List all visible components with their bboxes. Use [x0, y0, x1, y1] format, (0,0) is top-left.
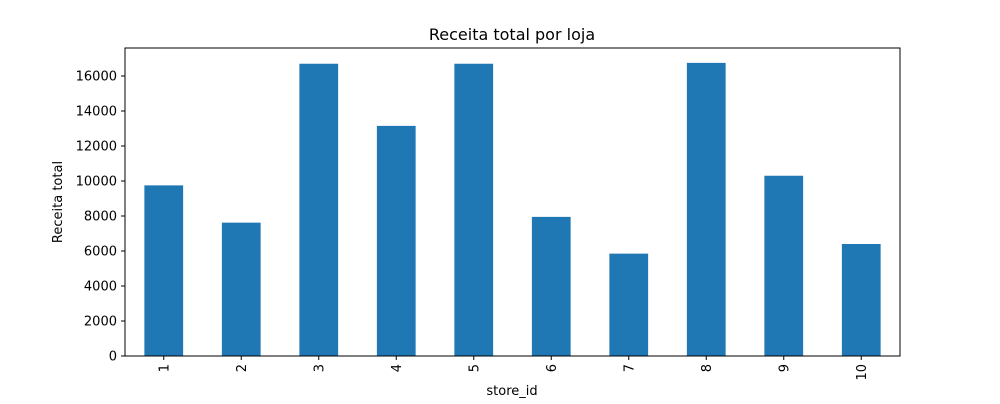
y-tick-label: 14000	[76, 105, 117, 120]
x-tick-label: 6	[545, 364, 560, 372]
bars-group	[144, 62, 881, 357]
y-tick-label: 0	[109, 350, 117, 365]
x-tick-label: 9	[777, 364, 792, 372]
y-axis-label: Receita total	[51, 161, 66, 243]
x-tick-label: 10	[855, 364, 870, 381]
bar-store-6	[531, 216, 571, 357]
y-tick-label: 6000	[84, 245, 117, 260]
y-tick-label: 4000	[84, 280, 117, 295]
x-tick-label: 5	[467, 364, 482, 372]
x-tick-label: 3	[312, 364, 327, 372]
y-tick-label: 8000	[84, 210, 117, 225]
bar-store-1	[144, 185, 184, 357]
y-tick-label: 2000	[84, 315, 117, 330]
x-axis-label: store_id	[486, 384, 537, 399]
bar-store-7	[609, 253, 649, 357]
y-tick-label: 16000	[76, 70, 117, 85]
x-axis: 1 2 3 4 5 6 7 8 9 10	[157, 356, 870, 381]
x-tick-label: 4	[390, 364, 405, 372]
bar-store-10	[841, 244, 881, 356]
plot-frame	[124, 47, 901, 357]
bar-store-3	[299, 63, 339, 356]
x-tick-label: 2	[235, 364, 250, 372]
bar-store-9	[764, 175, 804, 356]
bar-store-4	[376, 125, 416, 357]
x-tick-label: 7	[622, 364, 637, 372]
bar-store-8	[686, 62, 726, 357]
y-tick-label: 10000	[76, 175, 117, 190]
y-tick-label: 12000	[76, 140, 117, 155]
x-tick-label: 1	[157, 364, 172, 372]
bar-store-5	[454, 63, 494, 356]
chart-title: Receita total por loja	[429, 25, 595, 44]
x-tick-label: 8	[700, 364, 715, 372]
y-axis: 0 2000 4000 6000 8000 10000 12000 14000 16000	[76, 70, 125, 365]
bar-store-2	[221, 222, 261, 356]
